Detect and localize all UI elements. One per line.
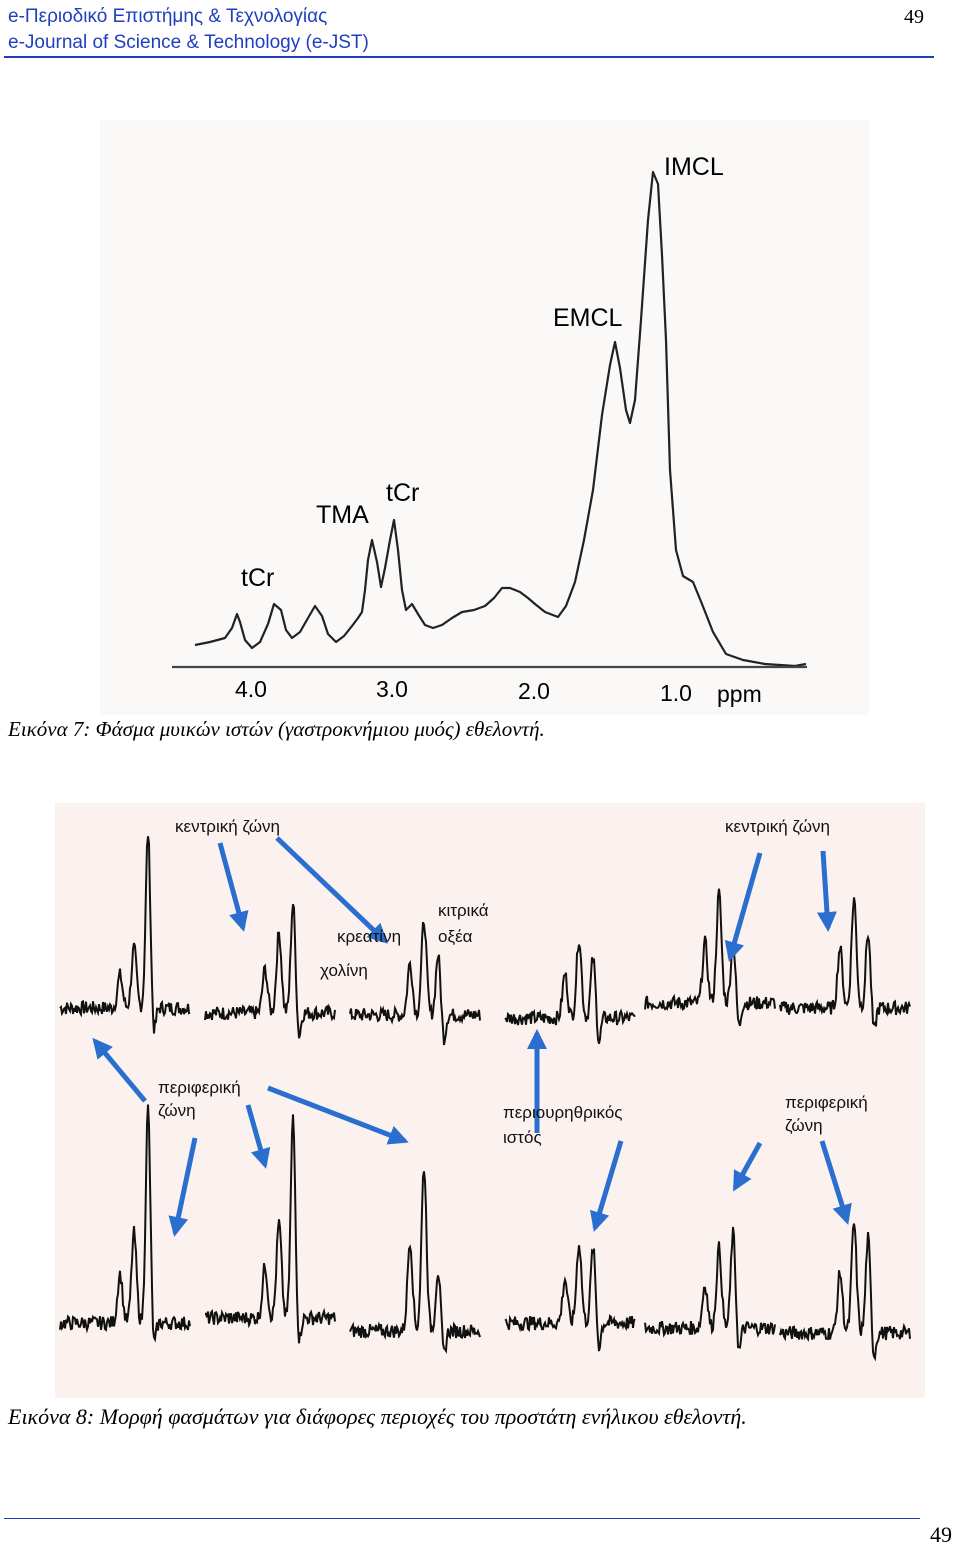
pointer-arrow-6	[267, 1085, 409, 1145]
label-citrate-line2: οξέα	[438, 927, 473, 946]
journal-title-greek: e-Περιοδικό Επιστήμης & Τεχνολογίας	[8, 6, 328, 27]
header-rule	[4, 56, 934, 58]
spectra-group	[59, 836, 911, 1362]
prostate-spectrum-11	[644, 1226, 776, 1349]
figure-7-spectrum: tCr TMA tCr EMCL IMCL 4.0 3.0 2.0 1.0 pp…	[100, 120, 870, 715]
peak-label-tcr-1: tCr	[241, 564, 274, 592]
prostate-spectrum-4	[504, 944, 636, 1044]
label-choline: χολίνη	[320, 961, 368, 980]
label-creatine: κρεατίνη	[337, 927, 401, 946]
label-citrate-line1: κιτρικά	[438, 901, 489, 920]
peak-label-emcl: EMCL	[553, 304, 623, 332]
axis-tick-2-0: 2.0	[518, 678, 550, 704]
peak-label-tma: TMA	[316, 501, 369, 529]
figure-8-background	[55, 803, 925, 1398]
prostate-spectrum-5	[644, 888, 776, 1027]
axis-tick-3-0: 3.0	[376, 676, 408, 702]
pointer-arrow-8	[168, 1137, 198, 1237]
prostate-spectrum-1	[59, 836, 191, 1034]
pointer-arrow-3	[724, 852, 763, 962]
prostate-spectrum-12	[779, 1223, 911, 1362]
pointer-arrow-11	[732, 1141, 763, 1192]
axis-tick-1-0: 1.0	[660, 680, 692, 706]
pointer-arrow-7	[245, 1104, 271, 1169]
footer-rule	[4, 1518, 920, 1519]
label-peripheral-left-line2: ζώνη	[158, 1101, 196, 1120]
figure-7-background	[100, 120, 870, 715]
prostate-spectrum-8	[205, 1114, 336, 1344]
footer-page-number: 49	[930, 1522, 952, 1547]
figure-8-caption: Εικόνα 8: Μορφή φασμάτων για διάφορες πε…	[8, 1404, 747, 1429]
muscle-spectrum-curve	[194, 170, 807, 668]
pointer-arrow-10	[590, 1140, 624, 1232]
figure-7-caption: Εικόνα 7: Φάσμα μυικών ιστών (γαστροκνήμ…	[8, 717, 545, 741]
label-periurethral-line2: ιστός	[503, 1128, 542, 1147]
pointer-arrow-5	[92, 1037, 147, 1103]
header-page-number: 49	[904, 6, 924, 28]
axis-tick-4-0: 4.0	[235, 676, 267, 702]
label-periurethral-line1: περιουρηθρικός	[503, 1103, 622, 1122]
pointer-arrow-4	[816, 850, 837, 932]
prostate-spectrum-9	[349, 1171, 481, 1354]
prostate-spectrum-3	[349, 921, 481, 1046]
label-peripheral-right-line2: ζώνη	[785, 1116, 823, 1135]
pointer-arrow-12	[819, 1140, 852, 1225]
label-peripheral-left-line1: περιφερική	[158, 1078, 241, 1097]
arrows-group	[92, 836, 852, 1237]
axis-unit-ppm: ppm	[717, 681, 762, 707]
prostate-spectrum-7	[59, 1104, 191, 1343]
prostate-spectrum-2	[204, 903, 336, 1039]
label-peripheral-right-line1: περιφερική	[785, 1093, 868, 1112]
label-central-zone-left: κεντρική ζώνη	[175, 817, 280, 836]
peak-label-imcl: IMCL	[664, 153, 724, 181]
prostate-spectrum-10	[504, 1245, 636, 1352]
pointer-arrow-1	[217, 842, 249, 932]
label-central-zone-right: κεντρική ζώνη	[725, 817, 830, 836]
journal-title-english: e-Journal of Science & Technology (e-JST…	[8, 32, 369, 53]
prostate-spectrum-6	[779, 897, 911, 1027]
peak-label-tcr-2: tCr	[386, 479, 419, 507]
pointer-arrow-2	[275, 836, 388, 944]
figure-8-spectra: κεντρική ζώνη κεντρική ζώνη κρεατίνη χολ…	[55, 803, 925, 1398]
